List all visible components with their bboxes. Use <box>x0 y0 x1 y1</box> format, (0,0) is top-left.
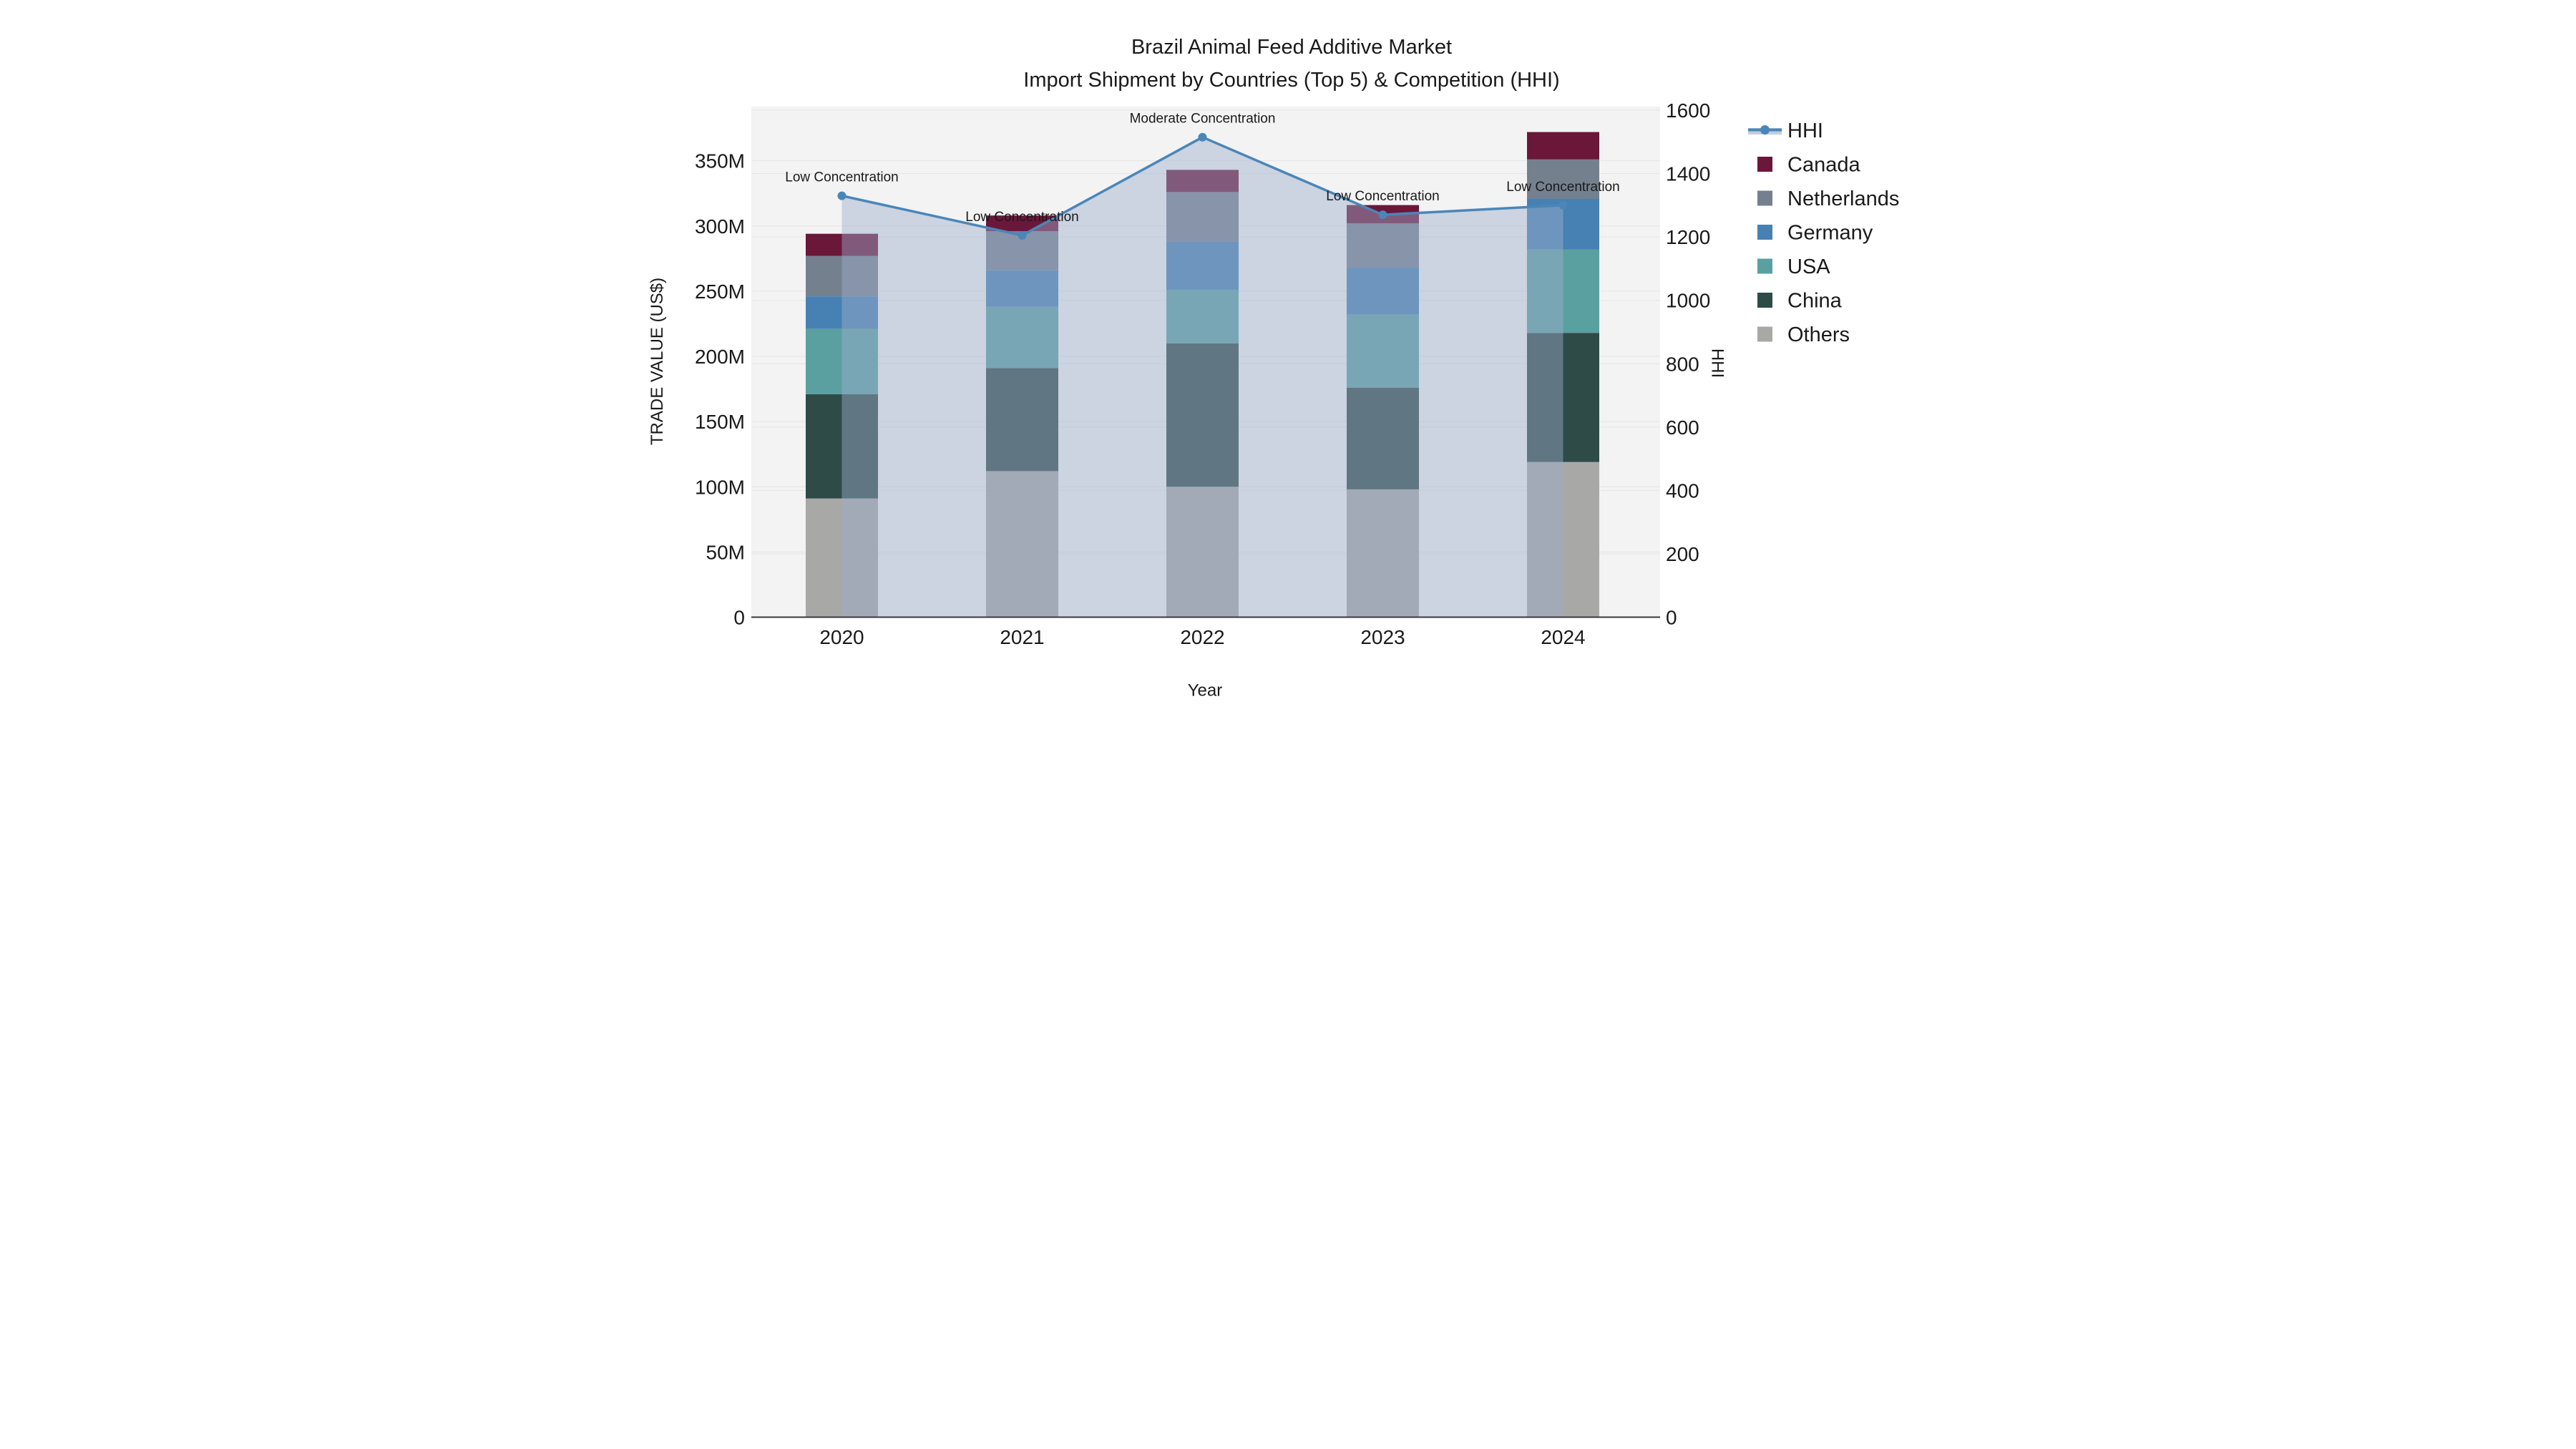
right-tick-1200: 1200 <box>1666 226 1710 248</box>
legend-swatch-canada <box>1757 157 1772 172</box>
hhi-marker-2023 <box>1378 210 1387 220</box>
x-axis-label: Year <box>1188 681 1223 701</box>
legend: HHI Canada Netherlands Germany USA China Other… <box>1748 119 1899 346</box>
bar-segment-usa-2020 <box>806 328 878 394</box>
bar-segment-canada-2024 <box>1527 132 1599 160</box>
bar-segment-others-2020 <box>806 498 878 618</box>
bar-segment-canada-2020 <box>806 233 878 256</box>
bar-segment-netherlands-2020 <box>806 255 878 297</box>
left-y-axis-label: TRADE VALUE (US$) <box>648 278 667 445</box>
left-tick-200M: 200M <box>695 346 745 368</box>
bar-segment-others-2024 <box>1527 462 1599 618</box>
x-tick-2023: 2023 <box>1360 626 1405 648</box>
x-tick-2021: 2021 <box>1000 626 1044 648</box>
legend-label-hhi: HHI <box>1787 119 1823 142</box>
right-axis-ticks: 0 200 400 600 800 1000 1200 1400 1600 <box>1666 99 1710 628</box>
right-tick-600: 600 <box>1666 416 1699 439</box>
right-y-axis-label: HHI <box>1708 348 1727 378</box>
bar-segment-netherlands-2023 <box>1347 223 1419 268</box>
right-tick-1400: 1400 <box>1666 163 1710 185</box>
bar-segment-china-2023 <box>1347 387 1419 489</box>
legend-swatch-netherlands <box>1757 190 1772 206</box>
hhi-marker-2020 <box>837 191 847 200</box>
hhi-line <box>837 132 1568 240</box>
legend-swatch-usa <box>1757 258 1772 274</box>
legend-label-others: Others <box>1787 323 1850 346</box>
bar-segment-others-2022 <box>1166 487 1239 618</box>
x-tick-2024: 2024 <box>1541 626 1585 648</box>
legend-label-canada: Canada <box>1787 154 1860 177</box>
left-tick-350M: 350M <box>695 150 745 172</box>
left-tick-250M: 250M <box>695 280 745 303</box>
legend-label-usa: USA <box>1787 255 1830 278</box>
annotation-2021: Low Concentration <box>965 210 1078 225</box>
hhi-marker-2024 <box>1558 200 1568 210</box>
right-tick-1600: 1600 <box>1666 99 1710 122</box>
annotation-2022: Moderate Concentration <box>1130 112 1276 127</box>
legend-label-netherlands: Netherlands <box>1787 187 1899 210</box>
legend-label-china: China <box>1787 290 1843 313</box>
chart-page: Low Concentration Low Concentration Modera… <box>644 0 1932 725</box>
bar-segment-china-2021 <box>986 368 1058 472</box>
bar-segment-usa-2023 <box>1347 314 1419 388</box>
bar-segment-germany-2020 <box>806 296 878 329</box>
legend-hhi-marker-key <box>1760 125 1770 135</box>
stacked-bars <box>806 132 1599 618</box>
right-tick-400: 400 <box>1666 479 1699 502</box>
legend-label-germany: Germany <box>1787 222 1873 245</box>
bar-segment-canada-2022 <box>1166 170 1239 192</box>
x-tick-2022: 2022 <box>1180 626 1224 648</box>
left-tick-300M: 300M <box>695 215 745 238</box>
bar-segment-china-2020 <box>806 394 878 499</box>
right-tick-1000: 1000 <box>1666 290 1710 312</box>
right-tick-800: 800 <box>1666 353 1699 375</box>
bar-segment-netherlands-2024 <box>1527 159 1599 199</box>
hhi-area-polygon <box>841 137 1563 618</box>
legend-swatch-others <box>1757 326 1772 342</box>
bar-segment-usa-2022 <box>1166 290 1239 343</box>
bar-segment-china-2022 <box>1166 343 1239 487</box>
chart-title-line1: Brazil Animal Feed Additive Market <box>1131 36 1452 59</box>
legend-swatch-germany <box>1757 225 1772 240</box>
bar-segment-germany-2022 <box>1166 241 1239 291</box>
hhi-marker-2021 <box>1018 230 1027 240</box>
bar-segment-germany-2021 <box>986 270 1058 307</box>
chart-title-line2: Import Shipment by Countries (Top 5) & C… <box>1023 69 1559 92</box>
left-tick-100M: 100M <box>695 476 745 498</box>
bar-segment-germany-2023 <box>1347 268 1419 315</box>
bar-segment-usa-2024 <box>1527 249 1599 333</box>
annotation-2020: Low Concentration <box>785 170 898 185</box>
left-tick-50M: 50M <box>706 541 745 563</box>
annotation-2024: Low Concentration <box>1506 180 1619 195</box>
left-tick-0: 0 <box>733 607 745 629</box>
x-axis-ticks: 2020 2021 2022 2023 2024 <box>819 626 1585 648</box>
hhi-area-fill <box>841 137 1563 618</box>
bar-segment-netherlands-2022 <box>1166 192 1239 242</box>
left-tick-150M: 150M <box>695 411 745 433</box>
legend-swatch-china <box>1757 293 1772 308</box>
bar-segment-others-2023 <box>1347 489 1419 618</box>
bar-segment-others-2021 <box>986 471 1058 618</box>
bar-segment-canada-2021 <box>986 215 1058 232</box>
bar-segment-china-2024 <box>1527 333 1599 462</box>
left-axis-ticks: 0 50M 100M 150M 200M 250M 300M 350M <box>695 150 745 629</box>
annotation-2023: Low Concentration <box>1326 189 1439 204</box>
right-tick-200: 200 <box>1666 543 1699 565</box>
x-tick-2020: 2020 <box>819 626 864 648</box>
bar-segment-usa-2021 <box>986 306 1058 369</box>
hhi-marker-2022 <box>1198 132 1207 142</box>
combo-chart: Low Concentration Low Concentration Modera… <box>648 36 1899 701</box>
right-tick-0: 0 <box>1666 607 1677 629</box>
concentration-annotations: Low Concentration Low Concentration Modera… <box>785 112 1619 225</box>
